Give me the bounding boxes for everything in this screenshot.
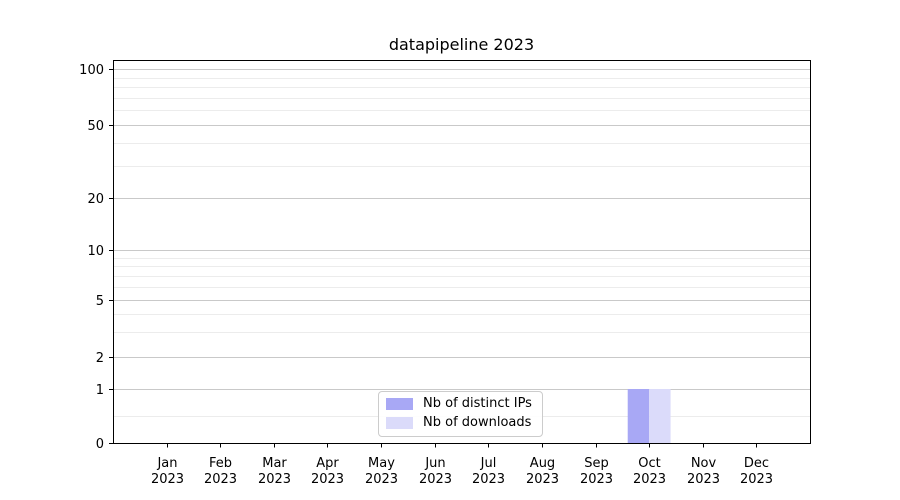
x-tick-label-month-apr: Apr (316, 456, 339, 471)
x-tick-label-year-nov: 2023 (687, 472, 720, 487)
legend-swatch-distinct-ips (386, 398, 413, 410)
x-tick-label-month-aug: Aug (530, 456, 555, 471)
y-tick-label-10: 10 (87, 244, 104, 259)
y-tick-label-100: 100 (79, 63, 104, 78)
x-tick-label-month-mar: Mar (262, 456, 287, 471)
legend-item-distinct-ips: Nb of distinct IPs (386, 396, 532, 412)
x-tick-label-year-oct: 2023 (633, 472, 666, 487)
x-tick-label-year-may: 2023 (365, 472, 398, 487)
x-tick-label-month-jun: Jun (424, 456, 445, 471)
x-tick-label-year-dec: 2023 (740, 472, 773, 487)
x-tick-label-year-jan: 2023 (151, 472, 184, 487)
x-tick-label-year-mar: 2023 (258, 472, 291, 487)
x-tick-label-month-may: May (368, 456, 395, 471)
x-tick-label-year-jul: 2023 (472, 472, 505, 487)
plot-border (113, 60, 811, 444)
y-tick-label-5: 5 (96, 294, 104, 309)
legend-label-downloads: Nb of downloads (423, 415, 532, 430)
legend-swatch-downloads (386, 417, 413, 429)
x-tick-label-year-sep: 2023 (580, 472, 613, 487)
chart-title: datapipeline 2023 (388, 35, 535, 54)
chart-legend: Nb of distinct IPs Nb of downloads (378, 391, 543, 437)
bar-downloads-oct (649, 389, 671, 443)
x-tick-label-year-feb: 2023 (204, 472, 237, 487)
x-tick-label-month-sep: Sep (584, 456, 609, 471)
x-tick-label-year-apr: 2023 (311, 472, 344, 487)
x-tick-label-month-jul: Jul (480, 456, 497, 471)
x-tick-label-month-jan: Jan (156, 456, 177, 471)
legend-item-downloads: Nb of downloads (386, 415, 532, 431)
x-tick-label-month-nov: Nov (691, 456, 717, 471)
y-tick-label-1: 1 (96, 383, 104, 398)
y-tick-label-20: 20 (87, 192, 104, 207)
y-tick-label-2: 2 (96, 351, 104, 366)
x-tick-label-year-aug: 2023 (526, 472, 559, 487)
legend-label-distinct-ips: Nb of distinct IPs (423, 396, 532, 411)
y-tick-label-50: 50 (87, 119, 104, 134)
x-tick-label-year-jun: 2023 (419, 472, 452, 487)
y-tick-label-0: 0 (96, 437, 104, 452)
x-tick-label-month-feb: Feb (209, 456, 232, 471)
x-tick-label-month-dec: Dec (744, 456, 769, 471)
bar-distinct-ips-oct (627, 389, 650, 443)
x-tick-label-month-oct: Oct (638, 456, 660, 471)
